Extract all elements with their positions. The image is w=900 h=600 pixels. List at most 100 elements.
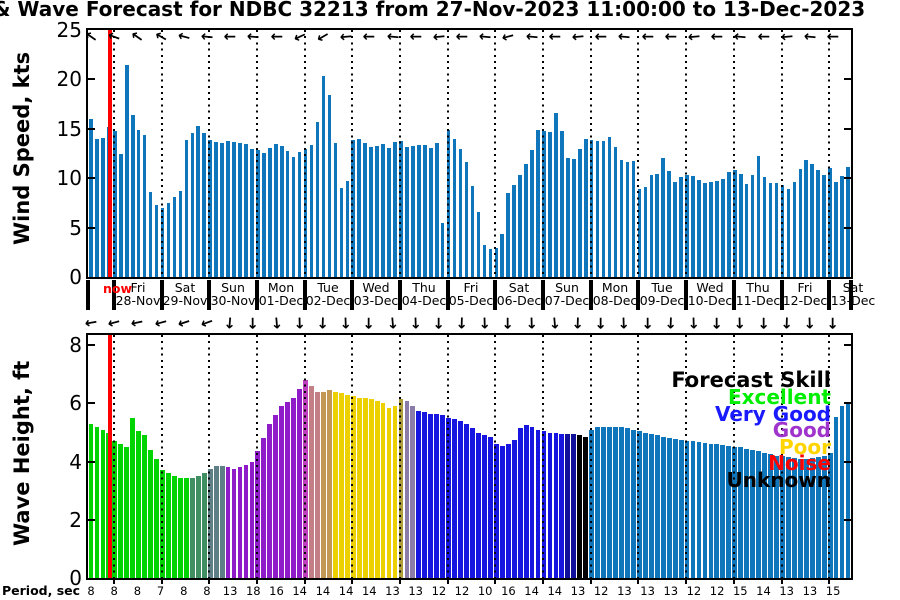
y-axis-tick [88,344,95,347]
wave-bar [678,439,684,578]
wave-direction-arrow: → [197,312,216,334]
wind-direction-arrow: → [409,28,422,46]
wave-direction-arrow: → [592,316,611,330]
wind-bar [381,143,385,277]
wave-bar [613,426,618,578]
wind-speed-chart [86,28,853,279]
wave-bar [285,401,291,578]
day-gridline [303,30,306,277]
day-date: 13-Dec [830,293,876,308]
wind-bar [279,145,284,277]
wind-bar [762,177,767,277]
day-date: 11-Dec [735,293,781,308]
wave-direction-arrow: → [313,316,333,330]
wave-direction-arrow: → [824,316,843,330]
wave-direction-arrow: → [545,315,565,331]
period-value: 18 [245,584,261,598]
legend-entry-excellent: Excellent [727,385,831,409]
y-tick-label: 5 [69,216,82,240]
period-value: 14 [547,584,563,598]
wind-bar [89,118,93,277]
wave-bar [547,432,553,578]
day-gridline [351,30,354,277]
day-label: Sun 30-Nov [193,281,273,307]
wave-direction-arrow: → [708,316,727,330]
day-of-week: Wed [362,280,390,295]
period-value: 8 [203,584,211,598]
day-gridline [112,335,115,578]
wind-direction-arrow: → [175,26,193,48]
wind-direction-arrow: → [246,27,261,47]
wind-bar [315,121,320,277]
period-value: 12 [454,584,470,598]
period-value: 12 [709,584,725,598]
wind-bar [816,170,820,277]
period-value: 12 [431,584,447,598]
day-label: Tue 09-Dec [622,281,702,307]
day-gridline [542,335,544,578]
wind-bar [506,193,511,277]
wind-bar [631,161,636,277]
period-row-label: Period, sec [2,583,81,598]
wave-direction-arrow: → [290,316,309,330]
day-gridline [399,30,401,277]
wave-bar [529,426,535,578]
day-of-week: Thu [412,280,436,295]
wave-bar [362,397,368,578]
wind-bar [238,142,242,277]
wind-bar [369,146,373,277]
wave-bar [589,429,595,578]
wind-bar [804,160,809,277]
day-label: Mon 01-Dec [241,281,321,307]
day-separator [731,280,736,310]
day-label: Wed 03-Dec [336,281,416,307]
day-date: 28-Nov [115,293,161,308]
day-date: 04-Dec [401,293,447,308]
period-value: 13 [408,584,423,598]
period-value: 14 [361,584,377,598]
wave-bar [338,393,344,578]
wave-bar [183,477,189,578]
wind-bar [613,146,618,277]
wave-bar [112,441,118,578]
wind-bar [220,142,224,277]
day-of-week: Fri [797,280,813,295]
day-gridline [637,335,640,578]
wave-y-axis-label: Wave Height, ft [10,360,34,546]
wind-direction-arrow: → [686,27,701,47]
wind-direction-arrow: → [339,27,354,47]
wind-bar [697,180,701,277]
day-gridline [351,335,354,578]
day-of-week: Wed [696,280,724,295]
wave-bar [577,435,583,578]
wave-bar [100,429,106,578]
day-separator [684,280,689,310]
day-label: Sat 29-Nov [145,281,225,307]
wave-bar [189,477,195,578]
wave-bar [511,439,517,578]
wind-bar [625,162,630,277]
wave-bar [493,444,499,578]
x-axis-tick [542,580,544,584]
wave-bar [541,431,547,578]
wave-bar [88,423,94,578]
wind-bar [828,168,832,277]
x-axis-tick [112,580,115,584]
wave-direction-arrow: → [499,316,518,330]
period-value: 13 [640,584,655,598]
wave-bar [714,444,720,578]
day-label: Fri 12-Dec [765,281,845,307]
wave-direction-arrow: → [475,316,495,330]
wave-bar [249,461,255,578]
wave-bar [786,457,791,578]
wind-bar [715,181,719,277]
wave-bar [440,415,446,578]
wave-bar [315,391,320,578]
y-axis-tick [88,226,95,229]
wave-bar [154,458,159,578]
day-gridline [494,335,497,578]
wind-direction-arrow: → [779,27,794,47]
wind-bar [709,182,713,277]
day-separator [588,280,593,310]
day-gridline [255,335,258,578]
